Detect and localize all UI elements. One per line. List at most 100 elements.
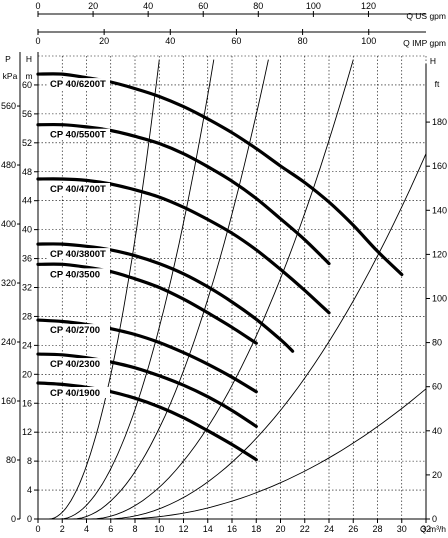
pump-curve-6 <box>36 352 258 428</box>
h-axis-symbol: H <box>26 54 32 64</box>
system-curve <box>105 153 427 520</box>
q-m3h-tick-label: 28 <box>372 524 382 534</box>
h-ft-tick-label: 160 <box>432 161 447 171</box>
h-ft-tick-label: 140 <box>432 205 447 215</box>
top-axis-tick-label: 80 <box>253 1 263 11</box>
q-m3h-tick-label: 24 <box>324 524 334 534</box>
h-ft-axis-symbol: H <box>430 56 436 66</box>
q-m3h-tick-label: 10 <box>154 524 164 534</box>
top-axis-1-label: Q US gpm <box>406 11 446 21</box>
pump-curve-label: CP 40/2700 <box>50 325 100 336</box>
pump-curve-label: CP 40/5500T <box>50 130 106 141</box>
q-m3h-tick-label: 20 <box>275 524 285 534</box>
system-curve <box>90 59 354 520</box>
q-m3h-tick-label: 32 <box>421 524 431 534</box>
p-axis-symbol: P <box>5 54 11 64</box>
h-m-tick-label: 16 <box>22 398 32 408</box>
pump-curve-label: CP 40/6200T <box>50 79 106 90</box>
pump-curve-label-bg <box>48 324 110 336</box>
x-axis-label: Q m³/h <box>420 524 446 534</box>
h-ft-tick-label: 20 <box>432 470 442 480</box>
h-m-tick-label: 8 <box>27 456 32 466</box>
h-m-tick-label: 44 <box>22 196 32 206</box>
pump-curve-label: CP 40/3500 <box>50 269 100 280</box>
q-m3h-tick-label: 26 <box>348 524 358 534</box>
h-ft-tick-label: 60 <box>432 382 442 392</box>
top-axis-tick-label: 60 <box>231 36 241 46</box>
system-curve <box>71 59 269 520</box>
p-kpa-tick-label: 400 <box>1 219 16 229</box>
q-m3h-tick-label: 14 <box>203 524 213 534</box>
q-m3h-tick-label: 6 <box>108 524 113 534</box>
top-axis-tick-label: 80 <box>298 36 308 46</box>
top-axis-tick-label: 20 <box>99 36 109 46</box>
pump-curve-4 <box>36 262 258 345</box>
axes <box>17 11 430 523</box>
top-axis-tick-label: 100 <box>306 1 321 11</box>
h-m-tick-label: 56 <box>22 109 32 119</box>
top-axis-tick-label: 120 <box>361 1 376 11</box>
q-m3h-tick-label: 18 <box>251 524 261 534</box>
pump-curve-label: CP 40/2300 <box>50 359 100 370</box>
top-axis-tick-label: 0 <box>35 36 40 46</box>
h-ft-tick-label: 100 <box>432 293 447 303</box>
q-m3h-tick-label: 30 <box>397 524 407 534</box>
q-m3h-tick-label: 0 <box>35 524 40 534</box>
h-m-tick-label: 32 <box>22 283 32 293</box>
pump-curve-label: CP 40/4700T <box>50 184 106 195</box>
h-ft-tick-label: 80 <box>432 338 442 348</box>
h-ft-tick-label: 0 <box>432 514 437 524</box>
p-axis-unit: kPa <box>3 71 18 81</box>
q-m3h-tick-label: 2 <box>60 524 65 534</box>
q-m3h-tick-label: 22 <box>300 524 310 534</box>
pump-curve-label-bg <box>48 268 110 280</box>
pump-curve-label: CP 40/1900 <box>50 388 100 399</box>
p-kpa-tick-label: 160 <box>1 396 16 406</box>
pump-curve-label-bg <box>48 128 110 140</box>
pump-curve-label-bg <box>48 386 110 398</box>
q-m3h-tick-label: 8 <box>132 524 137 534</box>
q-m3h-tick-label: 4 <box>84 524 89 534</box>
pump-curve-label-bg <box>48 78 110 90</box>
top-axis-2-label: Q IMP gpm <box>403 38 446 48</box>
h-ft-tick-label: 120 <box>432 249 447 259</box>
top-axis-tick-label: 60 <box>198 1 208 11</box>
h-m-tick-label: 60 <box>22 80 32 90</box>
top-axis-tick-label: 0 <box>35 1 40 11</box>
top-axis-tick-label: 40 <box>143 1 153 11</box>
p-kpa-tick-label: 80 <box>6 455 16 465</box>
pump-curve-label-bg <box>48 182 110 194</box>
pump-curve-5 <box>36 318 258 394</box>
pump-curve-7 <box>36 381 258 462</box>
h-m-tick-label: 4 <box>27 485 32 495</box>
pump-curves <box>36 72 404 462</box>
pump-curve-label-bg <box>48 248 110 260</box>
h-m-tick-label: 36 <box>22 254 32 264</box>
p-kpa-tick-label: 560 <box>1 101 16 111</box>
h-m-tick-label: 40 <box>22 225 32 235</box>
h-m-tick-label: 28 <box>22 311 32 321</box>
p-kpa-tick-label: 0 <box>11 514 16 524</box>
h-axis-unit: m <box>25 71 32 81</box>
h-m-tick-label: 0 <box>27 514 32 524</box>
top-axis-tick-label: 100 <box>361 36 376 46</box>
p-kpa-tick-label: 240 <box>1 337 16 347</box>
top-axis-tick-label: 20 <box>88 1 98 11</box>
pump-curve-label: CP 40/3800T <box>50 249 106 260</box>
pump-curve-1 <box>36 122 331 266</box>
system-curve <box>48 59 160 520</box>
system-curve <box>59 59 215 520</box>
q-m3h-tick-label: 12 <box>178 524 188 534</box>
h-m-tick-label: 52 <box>22 138 32 148</box>
pump-curve-label-bg <box>48 358 110 370</box>
p-kpa-tick-label: 480 <box>1 160 16 170</box>
h-ft-tick-label: 40 <box>432 426 442 436</box>
system-curves <box>48 59 427 520</box>
h-m-tick-label: 24 <box>22 340 32 350</box>
h-m-tick-label: 12 <box>22 427 32 437</box>
h-m-tick-label: 48 <box>22 167 32 177</box>
h-ft-tick-label: 180 <box>432 117 447 127</box>
top-axis-tick-label: 40 <box>165 36 175 46</box>
